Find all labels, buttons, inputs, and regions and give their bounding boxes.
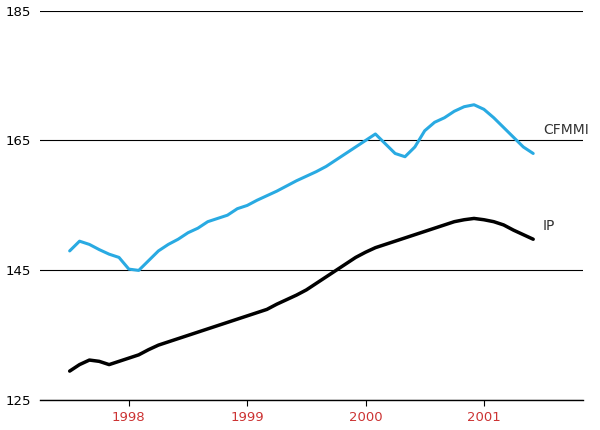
Text: IP: IP [543, 219, 556, 233]
Text: CFMMI: CFMMI [543, 123, 589, 137]
